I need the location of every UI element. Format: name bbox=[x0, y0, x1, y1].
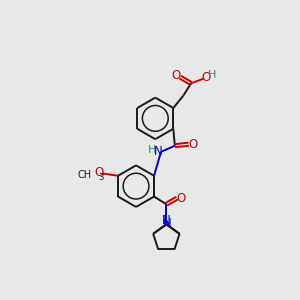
Text: H: H bbox=[208, 70, 216, 80]
Text: N: N bbox=[162, 214, 171, 227]
Text: CH: CH bbox=[78, 170, 92, 180]
Text: O: O bbox=[201, 71, 210, 85]
Text: 3: 3 bbox=[99, 173, 104, 182]
Text: N: N bbox=[154, 145, 162, 158]
Text: O: O bbox=[94, 166, 104, 179]
Text: O: O bbox=[188, 138, 197, 151]
Text: H: H bbox=[148, 145, 156, 154]
Text: O: O bbox=[176, 192, 186, 205]
Text: O: O bbox=[172, 69, 181, 82]
Text: N: N bbox=[163, 217, 172, 230]
